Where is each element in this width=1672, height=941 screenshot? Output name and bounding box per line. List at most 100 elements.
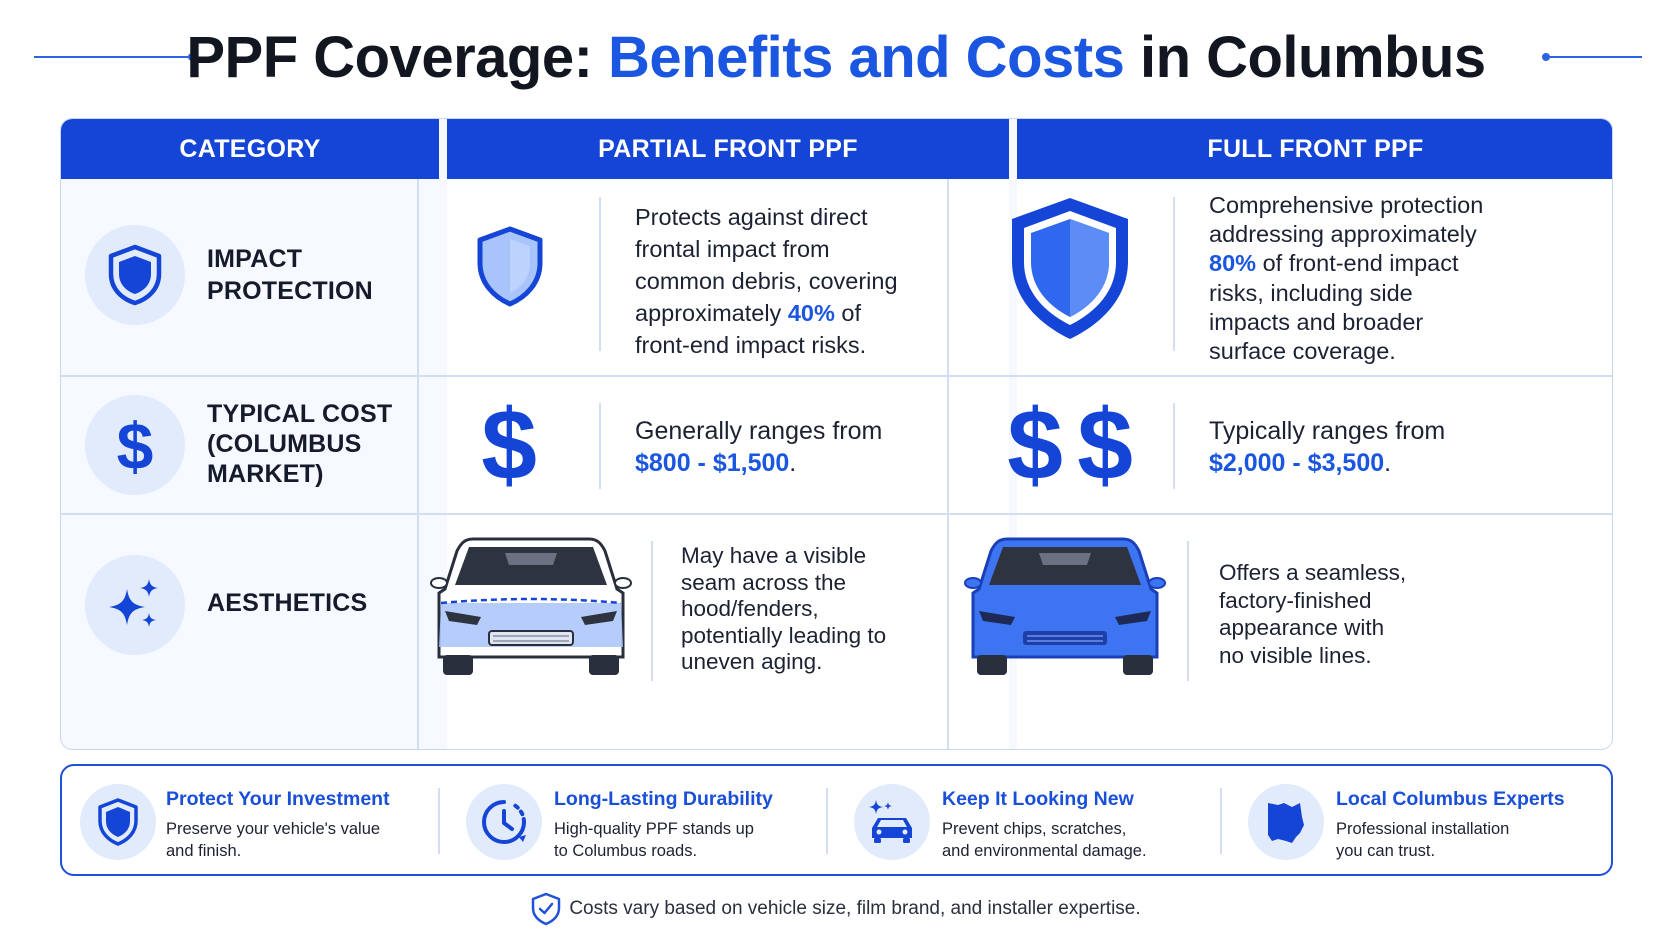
- text-line: Preserve your vehicle's value: [166, 820, 381, 838]
- text-line: and finish.: [166, 842, 242, 860]
- label-line: (COLUMBUS: [207, 430, 362, 458]
- full-aesthetics-description: Offers a seamless, factory-finished appe…: [1219, 559, 1406, 669]
- text-line: and environmental damage.: [942, 842, 1147, 860]
- text-span: approximately: [635, 300, 788, 326]
- title-decoration-right: [1542, 53, 1642, 61]
- full-price-range: $2,000 - $3,500: [1209, 449, 1385, 477]
- text-line: common debris, covering: [635, 268, 898, 294]
- text-span: of: [834, 300, 862, 326]
- text-line: Generally ranges from: [635, 417, 883, 445]
- benefit-divider: [1220, 788, 1222, 854]
- sparkle-icon: [109, 579, 158, 627]
- benefit-protect-investment: Protect Your Investment Preserve your ve…: [80, 766, 440, 874]
- title-part1: PPF Coverage:: [186, 25, 609, 90]
- text-line: Professional installation: [1336, 820, 1510, 838]
- shield-check-icon: [532, 892, 561, 926]
- text-line: High-quality PPF stands up: [554, 820, 754, 838]
- full-ppf-car-illustration: [964, 537, 1166, 675]
- benefit-long-lasting-durability: Long-Lasting Durability High-quality PPF…: [466, 766, 826, 874]
- benefit-divider: [826, 788, 828, 854]
- comparison-table: CATEGORY PARTIAL FRONT PPF FULL FRONT PP…: [60, 118, 1613, 750]
- text-line: uneven aging.: [681, 649, 823, 675]
- header-full-front-ppf: FULL FRONT PPF: [1017, 119, 1612, 179]
- text-line: front-end impact risks.: [635, 332, 867, 358]
- text-line: you can trust.: [1336, 842, 1436, 860]
- text-line: no visible lines.: [1219, 642, 1372, 668]
- text-line: May have a visible: [681, 543, 867, 568]
- title-decoration-left: [34, 53, 196, 61]
- aesthetics-icon-circle: [85, 555, 185, 655]
- sparkle-car-icon: [869, 800, 912, 843]
- full-impact-description: Comprehensive protection addressing appr…: [1209, 191, 1483, 366]
- svg-text:$: $: [117, 413, 154, 477]
- text-line: seam across the: [681, 569, 847, 595]
- column-divider: [947, 179, 949, 749]
- footnote: Costs vary based on vehicle size, film b…: [0, 892, 1672, 926]
- text-line: addressing approximately: [1209, 221, 1477, 248]
- cell-divider: [1173, 403, 1175, 489]
- partial-cost-description: Generally ranges from $800 - $1,500.: [635, 415, 882, 479]
- text-line: impacts and broader: [1209, 308, 1424, 335]
- svg-text:$: $: [1007, 401, 1063, 491]
- text-line: $800 - $1,500.: [635, 447, 882, 479]
- svg-text:$: $: [1077, 401, 1133, 491]
- full-coverage-percent: 80%: [1209, 250, 1257, 277]
- header-category: CATEGORY: [61, 119, 439, 179]
- text-line: Typically ranges from: [1209, 417, 1446, 445]
- text-span: .: [789, 449, 797, 477]
- benefits-strip: Protect Your Investment Preserve your ve…: [60, 764, 1613, 876]
- text-line: risks, including side: [1209, 279, 1413, 306]
- header-partial-front-ppf: PARTIAL FRONT PPF: [447, 119, 1009, 179]
- text-line: frontal impact from: [635, 236, 830, 262]
- text-line: potentially leading to: [681, 622, 887, 648]
- benefit-keep-it-looking-new: Keep It Looking New Prevent chips, scrat…: [854, 766, 1224, 874]
- title-part2: in Columbus: [1124, 25, 1486, 90]
- row-divider: [61, 513, 1612, 515]
- small-shield-icon: [477, 226, 543, 307]
- benefit-text: Prevent chips, scratches, and environmen…: [942, 818, 1147, 862]
- text-line: Comprehensive protection: [1209, 192, 1484, 218]
- benefit-title: Long-Lasting Durability: [554, 788, 773, 810]
- benefit-divider: [438, 788, 440, 854]
- svg-text:$: $: [481, 401, 537, 491]
- row-label-impact-protection: IMPACT PROTECTION: [207, 243, 373, 307]
- ohio-state-icon: [1268, 803, 1304, 843]
- partial-coverage-percent: 40%: [787, 300, 835, 326]
- page-title-wrap: PPF Coverage: Benefits and Costs in Colu…: [0, 22, 1672, 94]
- partial-ppf-car-illustration: [430, 537, 632, 675]
- benefit-text: Preserve your vehicle's value and finish…: [166, 818, 380, 862]
- text-line: 80% of front-end impact: [1209, 249, 1483, 278]
- label-line: PROTECTION: [207, 277, 373, 305]
- benefit-icon-circle: [854, 784, 930, 860]
- text-line: to Columbus roads.: [554, 842, 698, 860]
- label-line: MARKET): [207, 460, 324, 488]
- full-cost-description: Typically ranges from $2,000 - $3,500.: [1209, 415, 1445, 479]
- benefit-text: High-quality PPF stands up to Columbus r…: [554, 818, 754, 862]
- text-line: Prevent chips, scratches,: [942, 820, 1127, 838]
- shield-icon: [108, 244, 162, 306]
- row-label-aesthetics: AESTHETICS: [207, 589, 368, 617]
- benefit-icon-circle: [466, 784, 542, 860]
- cell-divider: [1173, 197, 1175, 351]
- impact-protection-icon-circle: [85, 225, 185, 325]
- text-line: factory-finished: [1219, 587, 1372, 613]
- benefit-title: Protect Your Investment: [166, 788, 390, 810]
- text-line: Protects against direct: [635, 204, 868, 230]
- cell-divider: [651, 541, 653, 681]
- page-title: PPF Coverage: Benefits and Costs in Colu…: [186, 22, 1486, 94]
- large-shield-icon: [1012, 198, 1128, 339]
- partial-price-range: $800 - $1,500: [635, 449, 790, 477]
- text-line: Offers a seamless,: [1219, 560, 1407, 585]
- shield-icon: [98, 798, 138, 846]
- label-line: IMPACT: [207, 245, 303, 273]
- benefit-text: Professional installation you can trust.: [1336, 818, 1509, 862]
- partial-impact-description: Protects against direct frontal impact f…: [635, 201, 898, 361]
- text-line: $2,000 - $3,500.: [1209, 447, 1445, 479]
- benefit-local-columbus-experts: Local Columbus Experts Professional inst…: [1248, 766, 1608, 874]
- title-accent: Benefits and Costs: [608, 25, 1125, 90]
- column-divider: [417, 179, 419, 749]
- benefit-icon-circle: [80, 784, 156, 860]
- text-line: approximately 40% of: [635, 297, 898, 329]
- benefit-icon-circle: [1248, 784, 1324, 860]
- single-dollar-icon: $: [481, 401, 537, 491]
